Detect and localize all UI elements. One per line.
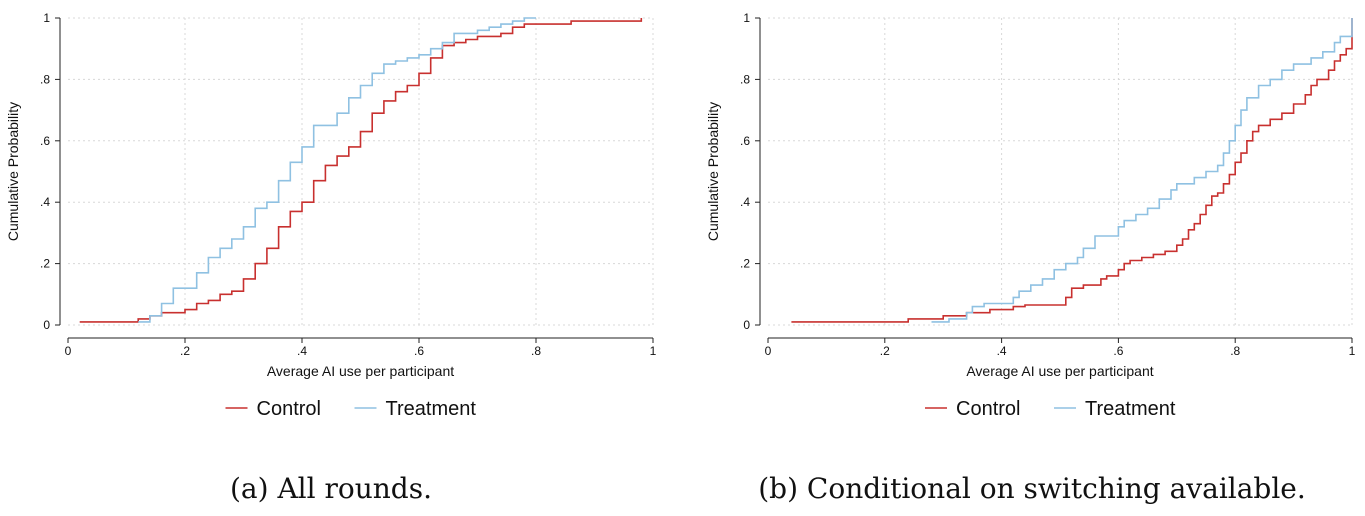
x-tick-label: .4 xyxy=(997,344,1007,358)
y-tick-label: 0 xyxy=(743,318,750,332)
x-axis-title: Average AI use per participant xyxy=(966,363,1153,379)
y-axis-title: Cumulative Probability xyxy=(5,102,21,241)
x-tick-label: .6 xyxy=(414,344,424,358)
legend: Control Treatment xyxy=(925,398,1176,420)
y-tick-label: 0 xyxy=(43,318,50,332)
x-tick-label: .8 xyxy=(531,344,541,358)
x-tick-label: .2 xyxy=(880,344,890,358)
series-line-treatment xyxy=(138,17,536,323)
x-tick-label: 1 xyxy=(650,344,657,358)
series-line-treatment xyxy=(931,18,1353,323)
x-tick-label: .6 xyxy=(1113,344,1123,358)
legend-label-control: Control xyxy=(956,398,1020,420)
series-line-control xyxy=(791,18,1353,323)
x-tick-label: 0 xyxy=(765,344,772,358)
x-tick-label: .4 xyxy=(297,344,307,358)
y-tick-label: .8 xyxy=(40,72,50,86)
figure-caption: (b) Conditional on switching available. xyxy=(758,472,1306,505)
y-tick-label: .6 xyxy=(740,134,750,148)
legend-label-treatment: Treatment xyxy=(386,398,477,420)
legend: Control Treatment xyxy=(225,398,477,420)
y-axis-title: Cumulative Probability xyxy=(705,102,721,241)
y-tick-label: .4 xyxy=(40,195,50,209)
y-tick-label: .2 xyxy=(40,257,50,271)
series-line-control xyxy=(79,18,643,323)
y-tick-label: .8 xyxy=(740,72,750,86)
x-tick-label: 0 xyxy=(65,344,72,358)
x-tick-label: 1 xyxy=(1349,344,1356,358)
legend-label-treatment: Treatment xyxy=(1085,398,1176,420)
y-tick-label: 1 xyxy=(43,11,50,25)
y-tick-label: .4 xyxy=(740,195,750,209)
y-tick-label: .2 xyxy=(740,257,750,271)
legend-label-control: Control xyxy=(257,398,321,420)
x-tick-label: .8 xyxy=(1230,344,1240,358)
y-tick-label: .6 xyxy=(40,134,50,148)
figure-caption: (a) All rounds. xyxy=(230,472,432,505)
x-axis-title: Average AI use per participant xyxy=(267,363,454,379)
y-tick-label: 1 xyxy=(743,11,750,25)
chart-panel-a: 0 .2 .4 .6 .8 1 0 .2 .4 .6 .8 1 Average AI use per p… xyxy=(5,11,657,505)
x-tick-label: .2 xyxy=(180,344,190,358)
chart-panel-b: 0 .2 .4 .6 .8 1 0 .2 .4 .6 .8 1 Average AI use per p… xyxy=(705,11,1356,505)
